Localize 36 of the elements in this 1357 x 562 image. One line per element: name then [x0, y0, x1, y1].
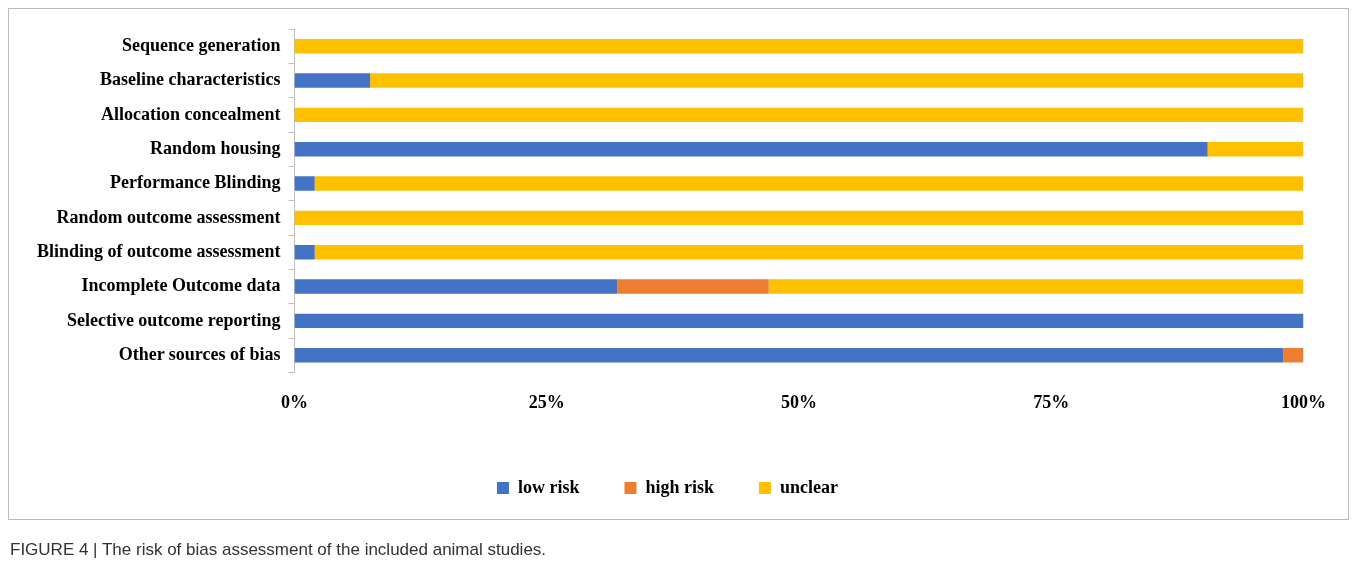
bar: [294, 348, 1284, 363]
bar: [294, 107, 1304, 123]
x-tick-label: 75%: [1033, 391, 1070, 412]
y-tick-label: Incomplete Outcome data: [81, 275, 281, 296]
y-tick-label: Random outcome assessment: [56, 206, 281, 227]
legend-label: high risk: [645, 476, 715, 497]
bar: [294, 141, 1208, 157]
y-tick-label: Performance Blinding: [110, 172, 281, 193]
bar: [294, 210, 1304, 226]
y-tick-label: Random housing: [149, 137, 281, 158]
bar: [314, 245, 1304, 260]
legend-label: unclear: [780, 476, 839, 497]
bar: [370, 73, 1304, 88]
x-tick-label: 0%: [281, 391, 309, 412]
bar: [294, 245, 315, 260]
legend-label: low risk: [517, 476, 580, 497]
bar: [294, 279, 618, 294]
y-tick-label: Other sources of bias: [118, 343, 281, 364]
x-tick-label: 100%: [1281, 391, 1326, 412]
bar: [294, 73, 371, 88]
bar: [294, 38, 1304, 54]
bar: [1283, 348, 1304, 363]
y-tick-label: Allocation concealment: [101, 103, 281, 124]
bar: [768, 279, 1304, 294]
bar: [314, 176, 1304, 191]
y-tick-label: Sequence generation: [122, 34, 281, 55]
y-tick-label: Selective outcome reporting: [66, 309, 281, 330]
bar: [617, 279, 769, 294]
bar: [294, 176, 315, 191]
caption: FIGURE 4 | The risk of bias assessment of the included animal studies.: [10, 540, 548, 560]
x-tick-label: 50%: [781, 391, 817, 412]
bar: [294, 313, 1304, 329]
bar: [1207, 141, 1304, 157]
x-tick-label: 25%: [528, 391, 565, 412]
y-tick-label: Baseline characteristics: [100, 69, 281, 90]
y-tick-label: Blinding of outcome assessment: [36, 240, 281, 261]
